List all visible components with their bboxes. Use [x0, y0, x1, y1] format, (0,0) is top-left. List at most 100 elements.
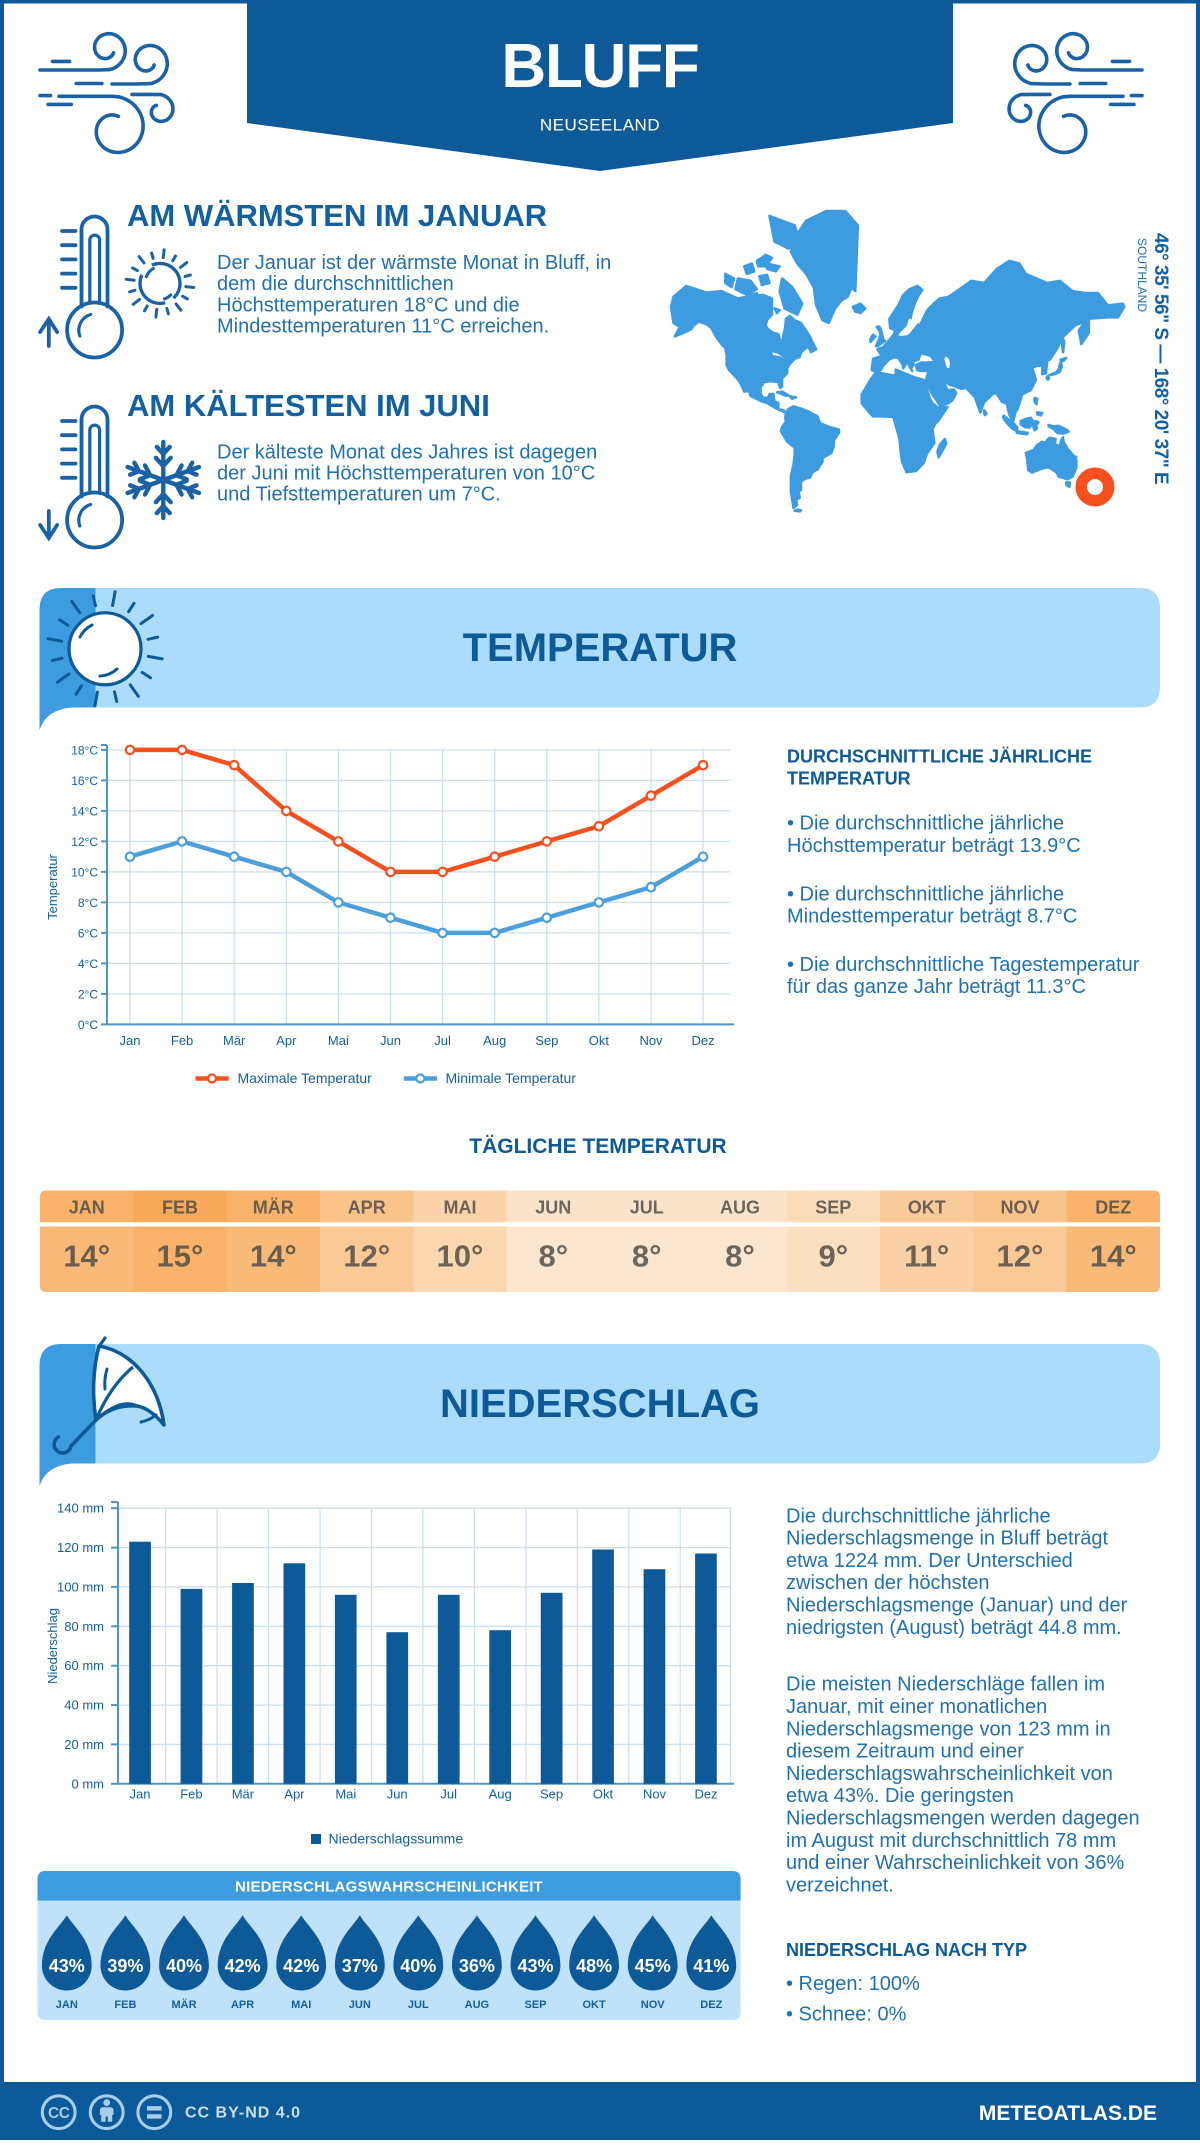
- svg-text:Aug: Aug: [489, 1787, 512, 1802]
- svg-text:Jun: Jun: [380, 1033, 401, 1048]
- svg-text:40%: 40%: [400, 1956, 436, 1976]
- svg-text:CC: CC: [48, 2105, 70, 2122]
- svg-text:Minimale Temperatur: Minimale Temperatur: [446, 1070, 577, 1086]
- svg-text:42%: 42%: [283, 1956, 319, 1976]
- svg-text:NIEDERSCHLAGSWAHRSCHEINLICHKEI: NIEDERSCHLAGSWAHRSCHEINLICHKEIT: [235, 1879, 543, 1896]
- svg-text:Januar, mit einer monatlichen: Januar, mit einer monatlichen: [786, 1696, 1047, 1718]
- svg-text:Jul: Jul: [434, 1033, 451, 1048]
- svg-text:20 mm: 20 mm: [64, 1737, 104, 1752]
- svg-text:Maximale Temperatur: Maximale Temperatur: [238, 1070, 373, 1086]
- svg-text:Höchsttemperatur beträgt 13.9°: Höchsttemperatur beträgt 13.9°C: [787, 835, 1081, 857]
- svg-text:10°C: 10°C: [71, 865, 98, 879]
- svg-text:• Die durchschnittliche Tagest: • Die durchschnittliche Tagestemperatur: [787, 954, 1140, 976]
- svg-text:9°: 9°: [818, 1239, 848, 1274]
- svg-text:JAN: JAN: [69, 1198, 105, 1218]
- svg-text:4°C: 4°C: [78, 957, 98, 971]
- svg-text:60 mm: 60 mm: [64, 1658, 104, 1673]
- svg-text:Jun: Jun: [387, 1787, 408, 1802]
- svg-text:NOV: NOV: [1000, 1198, 1039, 1218]
- svg-text:TEMPERATUR: TEMPERATUR: [787, 769, 911, 789]
- svg-text:37%: 37%: [342, 1956, 378, 1976]
- svg-text:11°: 11°: [904, 1239, 949, 1274]
- svg-text:Sep: Sep: [540, 1787, 563, 1802]
- svg-text:Temperatur: Temperatur: [45, 853, 60, 919]
- svg-text:NIEDERSCHLAG: NIEDERSCHLAG: [440, 1382, 760, 1426]
- svg-text:Niederschlagssumme: Niederschlagssumme: [329, 1831, 464, 1847]
- svg-text:Mindesttemperatur beträgt 8.7°: Mindesttemperatur beträgt 8.7°C: [787, 906, 1077, 928]
- svg-text:43%: 43%: [517, 1956, 553, 1976]
- svg-text:Apr: Apr: [284, 1787, 305, 1802]
- svg-text:Aug: Aug: [483, 1033, 506, 1048]
- svg-text:Nov: Nov: [643, 1787, 667, 1802]
- svg-text:120 mm: 120 mm: [57, 1540, 104, 1555]
- svg-text:12°: 12°: [997, 1239, 1044, 1274]
- svg-text:14°: 14°: [1090, 1239, 1137, 1274]
- svg-text:für das ganze Jahr beträgt 11.: für das ganze Jahr beträgt 11.3°C: [787, 976, 1086, 998]
- svg-text:etwa 1224 mm. Der Unterschied: etwa 1224 mm. Der Unterschied: [786, 1550, 1073, 1572]
- svg-text:16°C: 16°C: [71, 774, 98, 788]
- svg-text:Niederschlagswahrscheinlichkei: Niederschlagswahrscheinlichkeit von: [786, 1763, 1113, 1785]
- svg-text:Mindesttemperaturen 11°C errei: Mindesttemperaturen 11°C erreichen.: [217, 315, 549, 337]
- svg-text:14°: 14°: [250, 1239, 297, 1274]
- svg-text:45%: 45%: [635, 1956, 671, 1976]
- svg-text:der Juni mit Höchsttemperature: der Juni mit Höchsttemperaturen von 10°C: [217, 462, 595, 484]
- svg-text:dem die durchschnittlichen: dem die durchschnittlichen: [217, 273, 454, 295]
- svg-text:JUN: JUN: [349, 1999, 371, 2011]
- svg-text:TEMPERATUR: TEMPERATUR: [463, 626, 738, 670]
- svg-text:NEUSEELAND: NEUSEELAND: [540, 116, 660, 135]
- svg-text:AM WÄRMSTEN IM JANUAR: AM WÄRMSTEN IM JANUAR: [127, 198, 547, 233]
- svg-text:OKT: OKT: [908, 1198, 946, 1218]
- svg-text:DEZ: DEZ: [700, 1999, 722, 2011]
- svg-text:und einer Wahrscheinlichkeit v: und einer Wahrscheinlichkeit von 36%: [786, 1852, 1125, 1874]
- svg-text:43%: 43%: [49, 1956, 85, 1976]
- svg-text:6°C: 6°C: [78, 926, 98, 940]
- svg-text:39%: 39%: [107, 1956, 143, 1976]
- svg-text:Dez: Dez: [694, 1787, 717, 1802]
- svg-text:0 mm: 0 mm: [72, 1776, 105, 1791]
- svg-text:APR: APR: [231, 1999, 254, 2011]
- svg-text:8°: 8°: [632, 1239, 662, 1274]
- svg-text:diesem Zeitraum und einer: diesem Zeitraum und einer: [786, 1741, 1024, 1763]
- svg-text:und Tiefsttemperaturen um 7°C.: und Tiefsttemperaturen um 7°C.: [217, 484, 501, 506]
- svg-text:NOV: NOV: [641, 1999, 666, 2011]
- svg-text:Dez: Dez: [692, 1033, 715, 1048]
- svg-text:AUG: AUG: [465, 1999, 489, 2011]
- svg-text:10°: 10°: [437, 1239, 484, 1274]
- svg-text:15°: 15°: [157, 1239, 204, 1274]
- svg-text:Mär: Mär: [223, 1033, 246, 1048]
- svg-text:Die durchschnittliche jährlich: Die durchschnittliche jährliche: [786, 1505, 1051, 1527]
- svg-text:80 mm: 80 mm: [64, 1619, 104, 1634]
- svg-text:Apr: Apr: [276, 1033, 297, 1048]
- svg-text:Niederschlagsmenge (Januar) un: Niederschlagsmenge (Januar) und der: [786, 1595, 1128, 1617]
- svg-text:Der Januar ist der wärmste Mon: Der Januar ist der wärmste Monat in Bluf…: [217, 252, 611, 274]
- svg-text:SEP: SEP: [524, 1999, 546, 2011]
- svg-text:SOUTHLAND: SOUTHLAND: [1135, 238, 1149, 312]
- svg-text:AUG: AUG: [720, 1198, 760, 1218]
- svg-text:niedrigsten (August) beträgt 4: niedrigsten (August) beträgt 44.8 mm.: [786, 1617, 1122, 1639]
- svg-text:Niederschlagsmenge von 123 mm: Niederschlagsmenge von 123 mm in: [786, 1718, 1111, 1740]
- svg-text:FEB: FEB: [162, 1198, 198, 1218]
- svg-text:Okt: Okt: [589, 1033, 610, 1048]
- svg-text:APR: APR: [348, 1198, 386, 1218]
- svg-text:Okt: Okt: [593, 1787, 614, 1802]
- svg-text:JUN: JUN: [535, 1198, 571, 1218]
- svg-text:NIEDERSCHLAG NACH TYP: NIEDERSCHLAG NACH TYP: [786, 1940, 1027, 1960]
- svg-text:Sep: Sep: [535, 1033, 558, 1048]
- svg-text:verzeichnet.: verzeichnet.: [786, 1874, 894, 1896]
- svg-text:JAN: JAN: [56, 1999, 78, 2011]
- svg-text:2°C: 2°C: [78, 987, 98, 1001]
- svg-text:8°: 8°: [725, 1239, 755, 1274]
- svg-text:Jul: Jul: [440, 1787, 457, 1802]
- svg-text:zwischen der höchsten: zwischen der höchsten: [786, 1572, 989, 1594]
- svg-text:40 mm: 40 mm: [64, 1698, 104, 1713]
- svg-text:48%: 48%: [576, 1956, 612, 1976]
- svg-text:METEOATLAS.DE: METEOATLAS.DE: [979, 2102, 1157, 2125]
- svg-text:BLUFF: BLUFF: [501, 32, 698, 101]
- svg-text:46° 35' 56" S — 168° 20' 37" E: 46° 35' 56" S — 168° 20' 37" E: [1150, 233, 1171, 484]
- svg-text:TÄGLICHE TEMPERATUR: TÄGLICHE TEMPERATUR: [469, 1135, 726, 1158]
- svg-text:Jan: Jan: [120, 1033, 141, 1048]
- svg-text:Feb: Feb: [180, 1787, 202, 1802]
- svg-text:FEB: FEB: [114, 1999, 136, 2011]
- svg-text:14°: 14°: [63, 1239, 110, 1274]
- svg-text:JUL: JUL: [408, 1999, 429, 2011]
